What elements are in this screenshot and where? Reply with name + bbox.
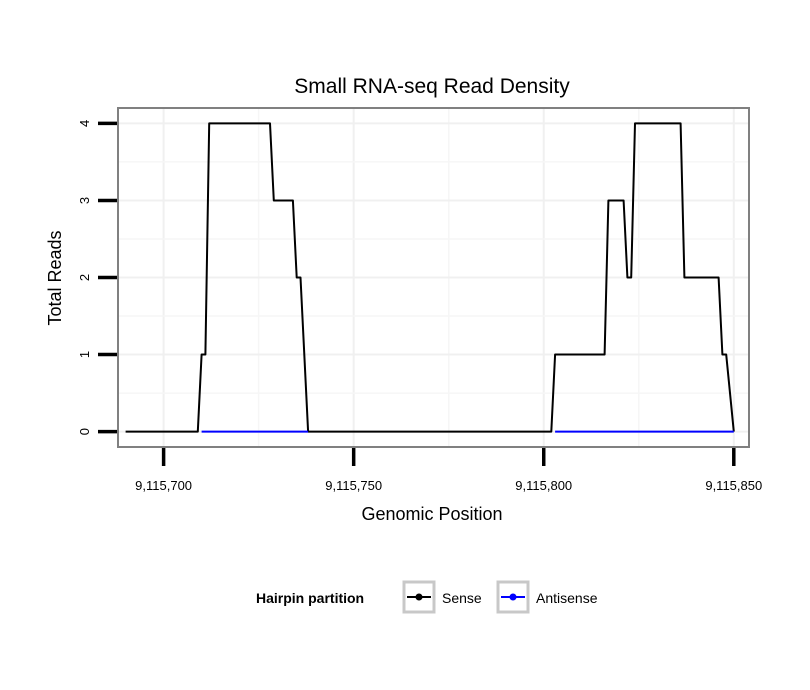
legend-label-sense: Sense (442, 590, 482, 606)
legend: Hairpin partition Sense Antisense (256, 580, 598, 614)
y-axis-title: Total Reads (45, 230, 65, 325)
x-axis: 9,115,700 9,115,750 9,115,800 9,115,850 (135, 448, 762, 493)
legend-dot-sense (415, 593, 423, 601)
legend-label-antisense: Antisense (536, 590, 598, 606)
x-axis-title: Genomic Position (361, 504, 502, 524)
plot-border (117, 107, 750, 448)
y-tick-label: 3 (77, 197, 92, 204)
x-tick-label: 9,115,700 (135, 478, 192, 493)
legend-item-antisense: Antisense (496, 580, 598, 614)
legend-item-sense: Sense (402, 580, 482, 614)
x-tick-label: 9,115,750 (325, 478, 382, 493)
x-tick-label: 9,115,800 (515, 478, 572, 493)
y-tick-label: 2 (77, 274, 92, 281)
series-layer (125, 122, 735, 433)
legend-dot-antisense (509, 593, 517, 601)
legend-title: Hairpin partition (256, 590, 364, 606)
y-tick-label: 4 (77, 120, 92, 127)
y-axis: 0 1 2 3 4 (77, 120, 117, 435)
series-line-sense (125, 122, 735, 433)
x-tick-label: 9,115,850 (705, 478, 762, 493)
series-sense (125, 122, 735, 433)
chart-title: Small RNA-seq Read Density (294, 75, 570, 98)
y-tick-label: 1 (77, 351, 92, 358)
y-tick-label: 0 (77, 428, 92, 435)
